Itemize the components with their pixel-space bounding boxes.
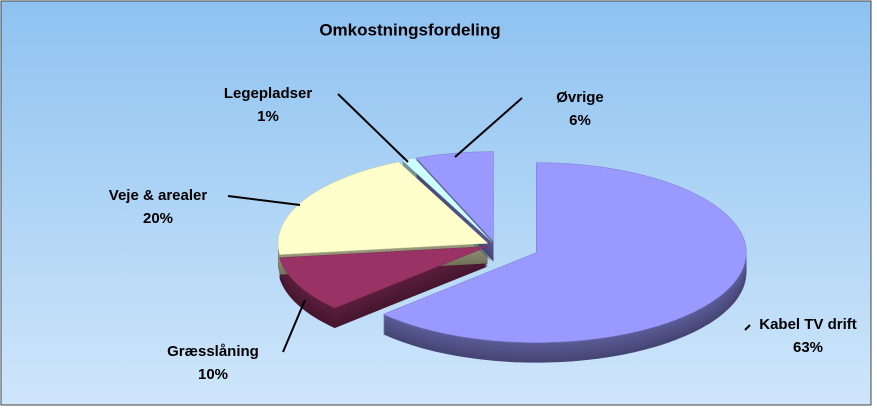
slice-value-label: 10% bbox=[198, 366, 228, 383]
slice-value-label: 20% bbox=[143, 210, 173, 227]
slice-label: Øvrige bbox=[556, 89, 604, 106]
slice-value-label: 1% bbox=[257, 108, 279, 125]
slice bbox=[401, 157, 493, 243]
chart-title: Omkostningsfordeling bbox=[319, 20, 500, 39]
slice bbox=[277, 161, 489, 255]
slice-value-label: 6% bbox=[569, 112, 591, 129]
slice-label: Græsslåning bbox=[167, 343, 259, 360]
slice-label: Legepladser bbox=[224, 85, 313, 102]
leader-line bbox=[282, 299, 306, 353]
slice bbox=[415, 151, 494, 243]
leader-line bbox=[227, 195, 301, 206]
slice-value-label: 63% bbox=[793, 339, 823, 356]
leader-line bbox=[454, 97, 523, 158]
leader-line bbox=[744, 324, 751, 331]
slice-label: Kabel TV drift bbox=[759, 316, 857, 333]
slice bbox=[382, 162, 747, 343]
leader-line bbox=[337, 93, 409, 163]
slice bbox=[279, 246, 488, 309]
slice-label: Veje & arealer bbox=[109, 187, 208, 204]
